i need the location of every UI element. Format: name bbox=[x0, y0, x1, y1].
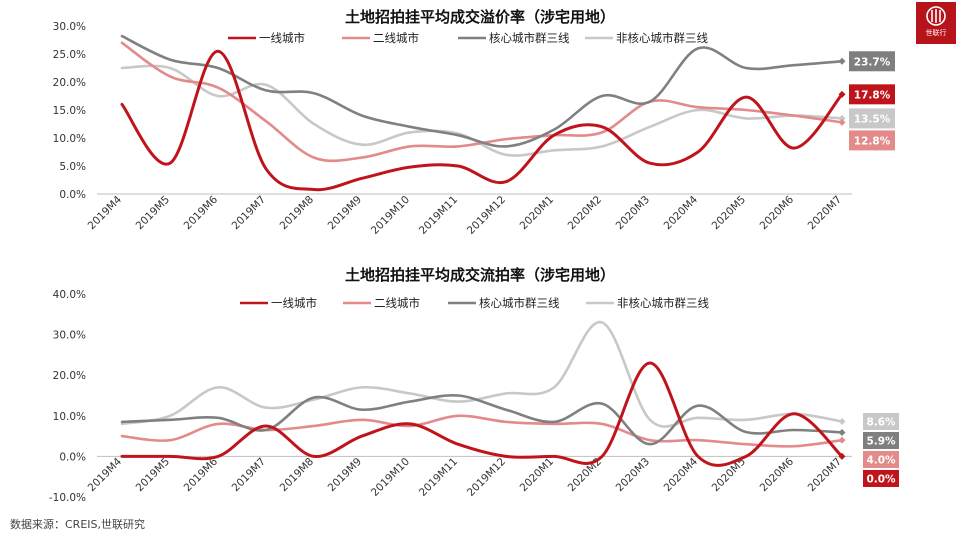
x-tick-label: 2020M2 bbox=[566, 194, 605, 233]
series-end-marker-tier2 bbox=[838, 436, 846, 444]
end-label-box-tier2 bbox=[863, 450, 899, 468]
end-label-box-core bbox=[863, 431, 899, 449]
end-value-label-noncore: 8.6% bbox=[866, 416, 896, 428]
x-tick-label: 2020M1 bbox=[518, 456, 557, 495]
legend-label-core: 核心城市群三线 bbox=[489, 31, 570, 45]
legend-label-tier2: 二线城市 bbox=[373, 31, 419, 45]
end-value-label-tier2: 4.0% bbox=[866, 454, 896, 466]
end-label-box-core bbox=[849, 51, 895, 72]
x-tick-label: 2019M7 bbox=[230, 456, 269, 495]
end-label-box-tier2 bbox=[849, 130, 895, 151]
series-end-marker-tier2 bbox=[838, 118, 846, 126]
end-label-box-tier1 bbox=[863, 469, 899, 487]
legend-label-tier1: 一线城市 bbox=[259, 31, 305, 45]
x-tick-label: 2019M8 bbox=[278, 194, 317, 233]
x-tick-label: 2019M6 bbox=[182, 455, 221, 494]
end-label-box-noncore bbox=[849, 108, 895, 129]
legend-label-tier2: 二线城市 bbox=[374, 296, 420, 310]
chart-title: 土地招拍挂平均成交溢价率（涉宅用地） bbox=[345, 8, 615, 26]
series-end-marker-noncore bbox=[838, 417, 846, 425]
y-tick-label: 5.0% bbox=[59, 161, 86, 173]
legend-label-noncore: 非核心城市群三线 bbox=[616, 31, 708, 45]
y-tick-label: 0.0% bbox=[59, 451, 86, 463]
series-end-marker-noncore bbox=[838, 114, 846, 122]
legend-label-tier1: 一线城市 bbox=[271, 296, 317, 310]
series-line-core bbox=[120, 393, 844, 446]
x-tick-label: 2020M4 bbox=[662, 455, 701, 494]
x-tick-label: 2019M11 bbox=[417, 194, 460, 237]
failed-auction-rate-chart: 土地招拍挂平均成交流拍率（涉宅用地） -10.0% 0.0% 10.0% 20.0% 30… bbox=[49, 266, 899, 504]
x-tick-label: 2020M4 bbox=[662, 193, 701, 232]
x-tick-label: 2020M6 bbox=[758, 455, 797, 494]
x-tick-label: 2019M12 bbox=[465, 456, 508, 499]
y-tick-label: 15.0% bbox=[53, 105, 86, 117]
x-tick-label: 2019M8 bbox=[278, 456, 317, 495]
x-tick-label: 2019M10 bbox=[369, 194, 412, 237]
x-tick-label: 2019M12 bbox=[465, 194, 508, 237]
x-tick-label: 2020M7 bbox=[806, 194, 845, 233]
x-tick-label: 2020M3 bbox=[614, 194, 653, 233]
x-tick-label: 2020M6 bbox=[758, 193, 797, 232]
y-tick-label: 40.0% bbox=[53, 289, 86, 301]
x-tick-label: 2019M4 bbox=[86, 455, 125, 494]
x-tick-label: 2019M9 bbox=[326, 194, 365, 233]
y-tick-label: 30.0% bbox=[53, 330, 86, 342]
series-end-marker-core bbox=[838, 428, 846, 436]
end-value-label-core: 23.7% bbox=[854, 56, 891, 68]
end-label-box-tier1 bbox=[849, 84, 895, 105]
legend-label-core: 核心城市群三线 bbox=[479, 296, 560, 310]
end-value-label-tier1: 17.8% bbox=[854, 89, 891, 101]
end-value-label-core: 5.9% bbox=[866, 435, 896, 447]
x-tick-label: 2019M5 bbox=[134, 456, 173, 495]
x-tick-label: 2019M5 bbox=[134, 194, 173, 233]
data-source-note: 数据来源：CREIS,世联研究 bbox=[10, 518, 145, 531]
end-value-label-tier2: 12.8% bbox=[854, 135, 891, 147]
y-tick-label: -10.0% bbox=[49, 492, 86, 504]
x-tick-label: 2019M4 bbox=[86, 193, 125, 232]
x-tick-label: 2019M7 bbox=[230, 194, 269, 233]
series-end-marker-tier1 bbox=[838, 90, 846, 98]
y-tick-label: 20.0% bbox=[53, 370, 86, 382]
x-tick-label: 2020M3 bbox=[614, 456, 653, 495]
logo-text: 世联行 bbox=[925, 29, 947, 37]
y-tick-label: 20.0% bbox=[53, 77, 86, 89]
y-tick-label: 0.0% bbox=[59, 189, 86, 201]
x-tick-label: 2019M10 bbox=[369, 456, 412, 499]
series-end-marker-core bbox=[838, 57, 846, 65]
logo-emblem-icon bbox=[926, 6, 946, 26]
series-line-noncore bbox=[120, 321, 844, 428]
y-tick-label: 25.0% bbox=[53, 49, 86, 61]
y-tick-label: 10.0% bbox=[53, 133, 86, 145]
end-label-box-noncore bbox=[863, 412, 899, 430]
end-value-label-noncore: 13.5% bbox=[854, 113, 891, 125]
x-tick-label: 2019M6 bbox=[182, 193, 221, 232]
series-end-marker-tier1 bbox=[838, 452, 846, 460]
series-line-tier1 bbox=[120, 49, 844, 192]
y-tick-label: 10.0% bbox=[53, 411, 86, 423]
x-tick-label: 2019M11 bbox=[417, 456, 460, 499]
x-tick-label: 2020M5 bbox=[710, 456, 749, 495]
y-tick-label: 30.0% bbox=[53, 21, 86, 33]
x-tick-label: 2019M9 bbox=[326, 456, 365, 495]
premium-rate-chart: 土地招拍挂平均成交溢价率（涉宅用地） 0.0% 5.0% 10.0% 15.0% 20.0… bbox=[53, 8, 895, 237]
x-tick-label: 2020M7 bbox=[806, 456, 845, 495]
legend-label-noncore: 非核心城市群三线 bbox=[617, 296, 709, 310]
end-value-label-tier1: 0.0% bbox=[866, 473, 896, 485]
series-line-core bbox=[120, 34, 844, 148]
x-tick-label: 2020M5 bbox=[710, 194, 749, 233]
x-tick-label: 2020M1 bbox=[518, 194, 557, 233]
company-logo: 世联行 bbox=[916, 2, 956, 44]
chart-title: 土地招拍挂平均成交流拍率（涉宅用地） bbox=[345, 266, 615, 284]
series-line-tier1 bbox=[120, 361, 844, 467]
